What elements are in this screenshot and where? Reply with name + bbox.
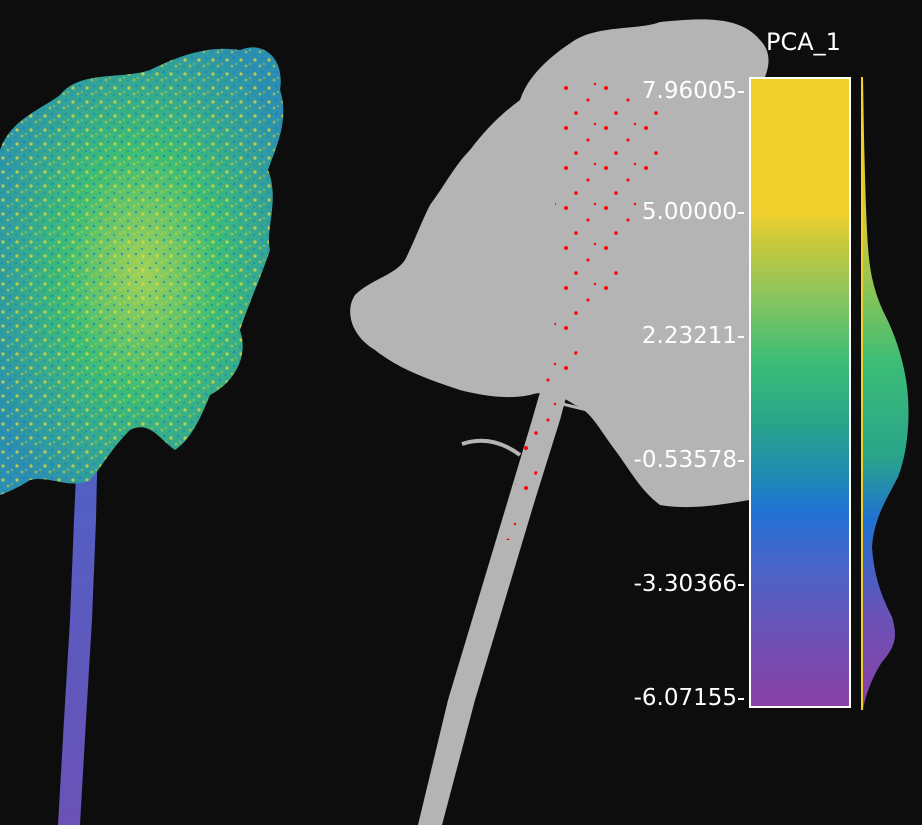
scalar-histogram bbox=[861, 77, 909, 710]
tree-trunk-gray bbox=[418, 340, 580, 825]
colorbar-tick-max: 7.96005 bbox=[642, 77, 744, 105]
colorbar-tick-4: -0.53578 bbox=[634, 446, 744, 474]
histogram-curve bbox=[863, 77, 909, 710]
tree-crown-speckle bbox=[0, 47, 284, 495]
colorbar-gradient bbox=[749, 77, 851, 708]
colorbar-tick-5: -3.30366 bbox=[634, 570, 744, 598]
colorbar-tick-3: 2.23211 bbox=[642, 322, 744, 350]
point-cloud-tree-colored[interactable] bbox=[0, 47, 284, 825]
tree-crown-red-selection bbox=[505, 75, 662, 540]
scalar-field-title: PCA_1 bbox=[766, 28, 841, 56]
tree-branch-gray bbox=[461, 438, 522, 457]
point-cloud-tree-selected[interactable] bbox=[350, 19, 769, 825]
colorbar-tick-min: -6.07155 bbox=[634, 684, 744, 712]
colorbar-tick-2: 5.00000 bbox=[642, 198, 744, 226]
